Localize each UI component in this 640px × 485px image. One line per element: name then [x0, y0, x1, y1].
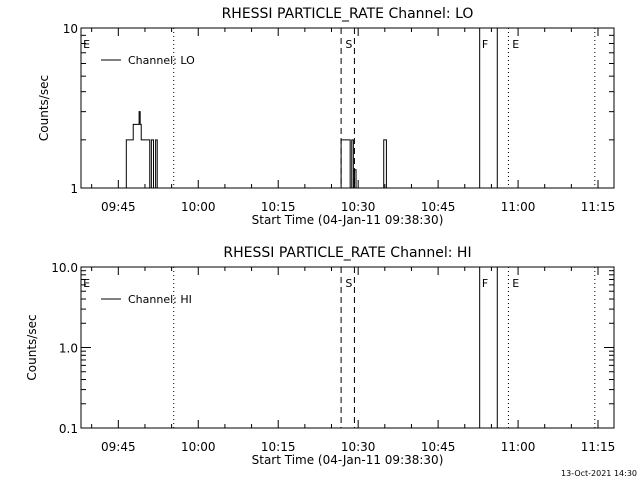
x-tick-label: 10:45	[421, 440, 456, 454]
x-tick-label: 11:15	[581, 440, 616, 454]
y-tick-label: 10	[63, 22, 78, 36]
y-axis-label: Counts/sec	[37, 75, 51, 141]
x-axis-label: Start Time (04-Jan-11 09:38:30)	[252, 213, 444, 227]
plot-frame	[80, 27, 615, 189]
x-tick-label: 10:45	[421, 200, 456, 214]
x-tick-label: 10:15	[261, 440, 296, 454]
y-tick-label: 1	[70, 182, 78, 196]
legend-label: Channel: LO	[128, 54, 195, 67]
x-tick-label: 10:30	[341, 440, 376, 454]
panel-2: 09:45 10:00 10:15 10:30 10:45 11:00 11:15 0.1 1.…	[25, 245, 615, 467]
chart-title: RHESSI PARTICLE_RATE Channel: LO	[222, 6, 474, 22]
series-line	[125, 111, 387, 189]
legend-label: Channel: HI	[128, 293, 192, 306]
marker-label: S	[345, 277, 352, 290]
x-tick-label: 11:00	[501, 200, 536, 214]
marker-label: E	[512, 38, 519, 51]
y-tick-label: 0.1	[59, 422, 78, 436]
marker-label: E	[512, 277, 519, 290]
x-tick-label: 09:45	[101, 440, 136, 454]
panel-1: 09:45 10:00 10:15 10:30 10:45 11:00 11:15 1 10 RH…	[37, 6, 615, 227]
marker-label: S	[345, 38, 352, 51]
y-tick-label: 1.0	[59, 342, 78, 356]
marker-label: E	[83, 38, 90, 51]
marker-label: F	[482, 38, 488, 51]
y-axis-label: Counts/sec	[25, 314, 39, 380]
x-tick-label: 11:15	[581, 200, 616, 214]
x-tick-label: 10:15	[261, 200, 296, 214]
x-tick-label: 10:00	[181, 200, 216, 214]
y-tick-label: 10.0	[51, 261, 78, 275]
marker-label: F	[482, 277, 488, 290]
x-tick-label: 10:00	[181, 440, 216, 454]
x-axis-label: Start Time (04-Jan-11 09:38:30)	[252, 453, 444, 467]
x-tick-label: 09:45	[101, 200, 136, 214]
marker-label: E	[83, 277, 90, 290]
x-tick-label: 10:30	[341, 200, 376, 214]
x-tick-label: 11:00	[501, 440, 536, 454]
chart-title: RHESSI PARTICLE_RATE Channel: HI	[223, 245, 471, 261]
